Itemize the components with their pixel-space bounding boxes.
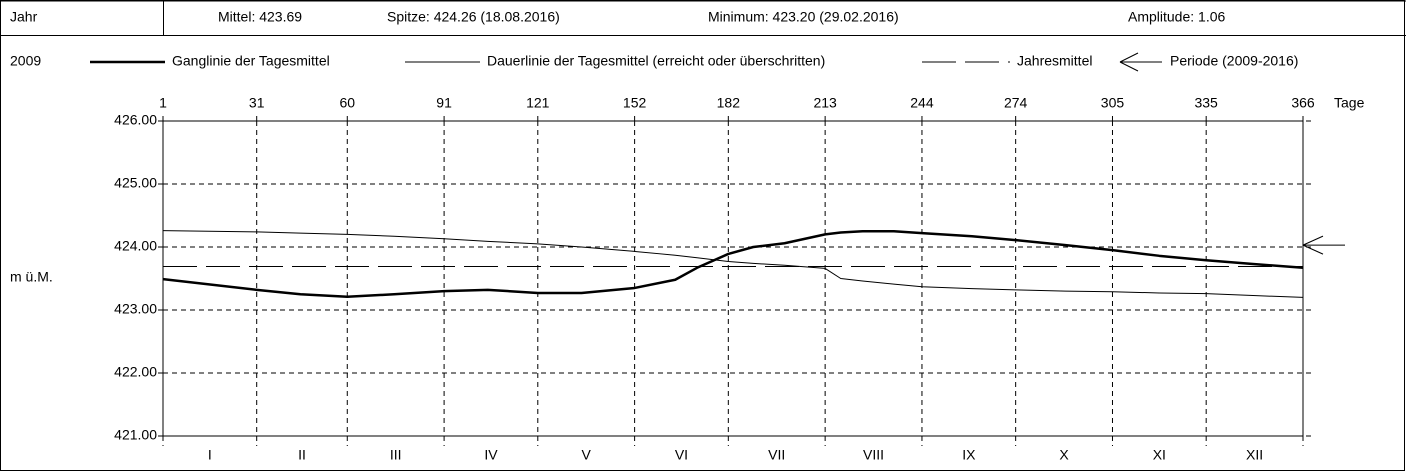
month-label: XI bbox=[1153, 447, 1166, 463]
x-tick-label: 152 bbox=[623, 95, 647, 111]
period-arrow bbox=[1302, 235, 1345, 255]
x-tick-label: 60 bbox=[339, 95, 355, 111]
month-label: V bbox=[582, 447, 592, 463]
x-tick-label: 244 bbox=[910, 95, 934, 111]
series-line bbox=[162, 230, 1304, 299]
stat-mean: Mittel: 423.69 bbox=[218, 9, 302, 25]
row-label: Jahr bbox=[10, 9, 38, 25]
y-tick-label: 422.00 bbox=[114, 364, 157, 380]
month-label: III bbox=[390, 447, 402, 463]
y-tick-label: 421.00 bbox=[114, 427, 157, 443]
legend-swatch bbox=[1119, 52, 1162, 72]
y-axis-label: m ü.M. bbox=[10, 269, 53, 285]
month-label: VI bbox=[675, 447, 688, 463]
month-label: I bbox=[208, 447, 212, 463]
y-tick-label: 423.00 bbox=[114, 301, 157, 317]
month-label: II bbox=[298, 447, 306, 463]
x-tick-label: 1 bbox=[159, 95, 167, 111]
x-tick-label: 335 bbox=[1194, 95, 1218, 111]
legend-label: Jahresmittel bbox=[1017, 53, 1092, 69]
year: 2009 bbox=[10, 53, 41, 69]
series-line bbox=[162, 230, 1304, 298]
y-tick-label: 426.00 bbox=[114, 112, 157, 128]
x-tick-label: 182 bbox=[717, 95, 741, 111]
month-label: IX bbox=[962, 447, 976, 463]
month-label: VIII bbox=[863, 447, 884, 463]
x-axis-label: Tage bbox=[1334, 95, 1365, 111]
legend-label: Dauerlinie der Tagesmittel (erreicht ode… bbox=[487, 53, 825, 69]
y-tick-label: 425.00 bbox=[114, 175, 157, 191]
x-tick-label: 91 bbox=[436, 95, 452, 111]
x-tick-label: 121 bbox=[526, 95, 550, 111]
x-tick-label: 305 bbox=[1101, 95, 1125, 111]
month-label: XII bbox=[1246, 447, 1263, 463]
x-tick-label: 213 bbox=[813, 95, 837, 111]
stat-amplitude: Amplitude: 1.06 bbox=[1128, 9, 1225, 25]
legend-label: Periode (2009-2016) bbox=[1170, 53, 1298, 69]
y-tick-label: 424.00 bbox=[114, 238, 157, 254]
month-label: IV bbox=[484, 447, 498, 463]
month-label: X bbox=[1059, 447, 1069, 463]
stat-minimum: Minimum: 423.20 (29.02.2016) bbox=[708, 9, 899, 25]
legend-label: Ganglinie der Tagesmittel bbox=[172, 53, 330, 69]
x-tick-label: 31 bbox=[249, 95, 265, 111]
x-tick-label: 366 bbox=[1291, 95, 1315, 111]
x-tick-label: 274 bbox=[1004, 95, 1028, 111]
stat-peak: Spitze: 424.26 (18.08.2016) bbox=[387, 9, 560, 25]
plot-frame bbox=[162, 120, 1304, 437]
month-label: VII bbox=[768, 447, 785, 463]
